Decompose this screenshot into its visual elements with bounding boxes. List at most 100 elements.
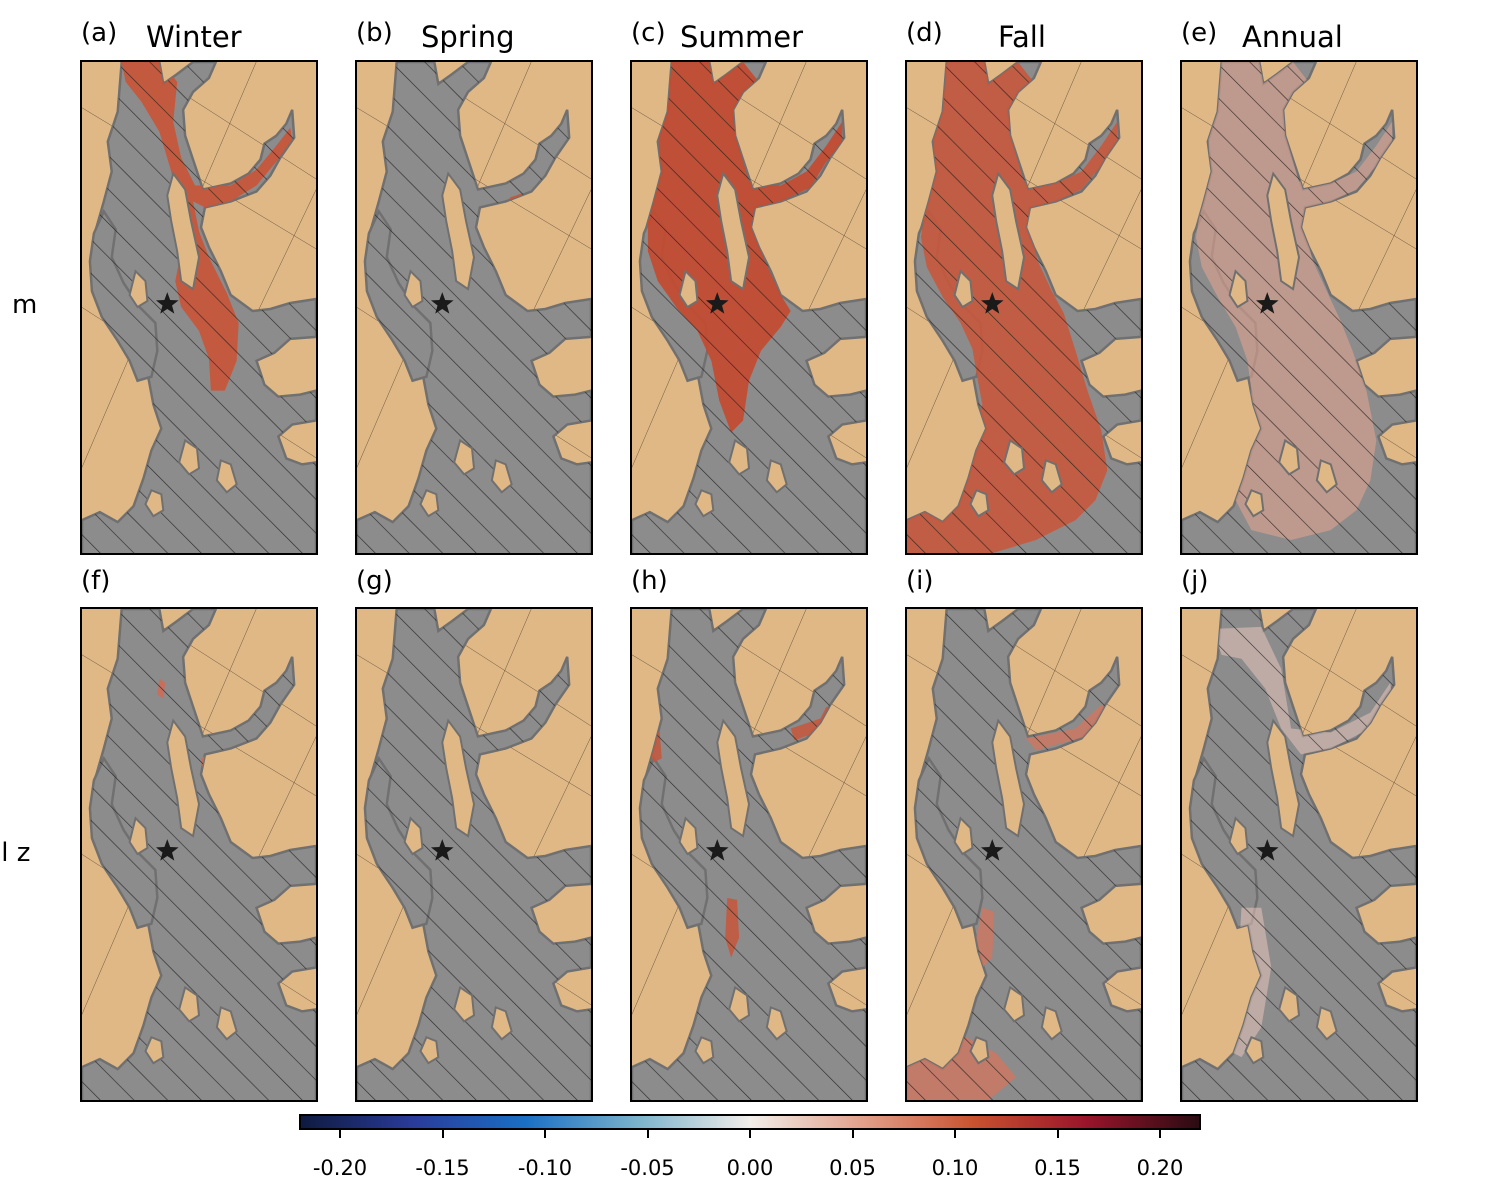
colorbar-tick xyxy=(646,1130,649,1138)
colorbar-tick xyxy=(851,1130,854,1138)
row-label-bottom: ll z xyxy=(0,838,31,868)
island xyxy=(991,171,1026,291)
title-summer: Summer xyxy=(680,20,804,54)
panel-letter-a: (a) xyxy=(81,18,118,48)
colorbar-tick xyxy=(1159,1130,1161,1138)
station-star-icon xyxy=(980,292,1004,314)
island xyxy=(1315,459,1338,494)
station-star-icon xyxy=(705,839,729,861)
colorbar-tick-label: 0.05 xyxy=(829,1156,876,1180)
panel-letter-e: (e) xyxy=(1181,18,1218,48)
island xyxy=(144,1035,165,1065)
panel-letter-j: (j) xyxy=(1181,566,1209,596)
island xyxy=(490,459,513,494)
map-svg xyxy=(82,609,316,1100)
colorbar-tick xyxy=(339,1130,341,1138)
island xyxy=(403,269,424,309)
island xyxy=(441,171,476,291)
island xyxy=(694,1035,715,1065)
island xyxy=(765,459,788,494)
map-panel-i xyxy=(905,607,1143,1102)
title-annual: Annual xyxy=(1242,20,1343,54)
island xyxy=(1040,1006,1063,1041)
map-svg xyxy=(907,62,1141,553)
island xyxy=(166,171,201,291)
island xyxy=(953,816,974,856)
hatching xyxy=(357,62,591,553)
island xyxy=(678,269,699,309)
island xyxy=(419,1035,440,1065)
island xyxy=(453,438,476,476)
map-svg xyxy=(357,62,591,553)
island xyxy=(1244,488,1265,518)
island xyxy=(765,1006,788,1041)
colorbar-tick-label: 0.10 xyxy=(931,1156,979,1180)
island xyxy=(178,985,201,1023)
panel-letter-c: (c) xyxy=(631,18,666,48)
island xyxy=(1003,438,1026,476)
island xyxy=(144,488,165,518)
island xyxy=(1244,1035,1265,1065)
map-svg xyxy=(1182,609,1416,1100)
panel-letter-i: (i) xyxy=(906,566,934,596)
map-panel-a xyxy=(80,60,318,555)
island xyxy=(215,459,238,494)
hatching xyxy=(82,62,316,553)
island xyxy=(1228,269,1249,309)
map-svg xyxy=(357,609,591,1100)
map-panel-e xyxy=(1180,60,1418,555)
colorbar-tick xyxy=(1056,1130,1059,1138)
map-panel-h xyxy=(630,607,868,1102)
island xyxy=(1228,816,1249,856)
island xyxy=(441,718,476,838)
island xyxy=(969,1035,990,1065)
row-label-top: m xyxy=(12,290,38,320)
island xyxy=(678,816,699,856)
station-star-icon xyxy=(1255,292,1279,314)
hatching xyxy=(632,609,866,1100)
hatching xyxy=(907,62,1141,553)
colorbar-tick xyxy=(954,1130,956,1138)
panel-letter-f: (f) xyxy=(81,566,111,596)
map-panel-d xyxy=(905,60,1143,555)
island xyxy=(969,488,990,518)
map-svg xyxy=(82,62,316,553)
hatching xyxy=(82,609,316,1100)
colorbar-tick-label: -0.05 xyxy=(620,1156,675,1180)
island xyxy=(1278,438,1301,476)
panel-letter-g: (g) xyxy=(356,566,393,596)
colorbar-tick xyxy=(544,1130,546,1138)
colorbar-tick-label: -0.15 xyxy=(415,1156,470,1180)
island xyxy=(694,488,715,518)
island xyxy=(1040,459,1063,494)
map-svg xyxy=(632,609,866,1100)
island xyxy=(453,985,476,1023)
station-star-icon xyxy=(980,839,1004,861)
island xyxy=(991,718,1026,838)
map-panel-f xyxy=(80,607,318,1102)
title-winter: Winter xyxy=(146,20,242,54)
hatching xyxy=(632,62,866,553)
map-svg xyxy=(632,62,866,553)
station-star-icon xyxy=(155,839,179,861)
island xyxy=(178,438,201,476)
map-svg xyxy=(1182,62,1416,553)
island xyxy=(128,269,149,309)
hatching xyxy=(1182,609,1416,1100)
island xyxy=(419,488,440,518)
map-panel-b xyxy=(355,60,593,555)
island xyxy=(1003,985,1026,1023)
island xyxy=(716,171,751,291)
map-panel-j xyxy=(1180,607,1418,1102)
island xyxy=(166,718,201,838)
title-fall: Fall xyxy=(998,20,1046,54)
island xyxy=(1315,1006,1338,1041)
panel-letter-b: (b) xyxy=(356,18,393,48)
island xyxy=(1278,985,1301,1023)
station-star-icon xyxy=(155,292,179,314)
island xyxy=(1266,718,1301,838)
hatching xyxy=(1182,62,1416,553)
panel-letter-h: (h) xyxy=(631,566,668,596)
hatching xyxy=(357,609,591,1100)
island xyxy=(716,718,751,838)
